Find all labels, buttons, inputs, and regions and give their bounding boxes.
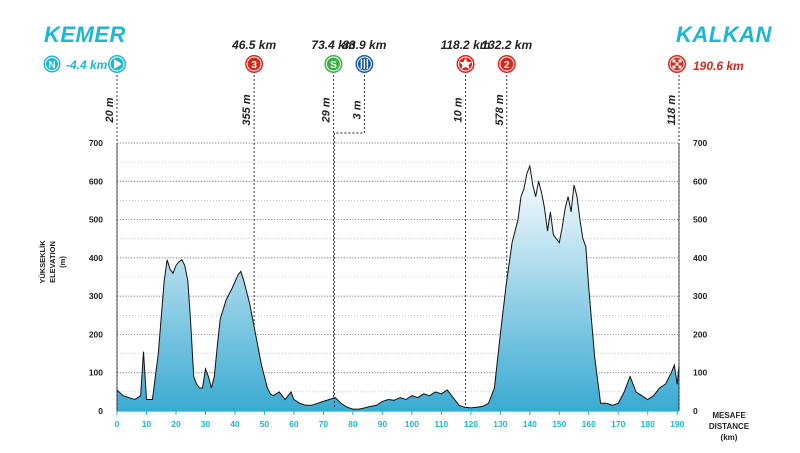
sprint-icon: [324, 55, 343, 73]
x-tick-label: 50: [260, 419, 270, 429]
y-tick-label-left: 400: [89, 253, 103, 263]
y-tick-label-right: 0: [693, 406, 698, 416]
finish-distance: 190.6 km: [693, 59, 744, 73]
y-axis-title-line1: YÜKSEKLİK: [38, 240, 47, 284]
neutral-start-icon-ring: [45, 57, 59, 71]
marker-line: [333, 75, 365, 408]
neutral-start-distance: -4.4 km: [66, 58, 108, 72]
marker-altitude: 20 m: [104, 97, 116, 123]
x-tick-label: 130: [493, 419, 507, 429]
bonus-sprint-icon-ring: [458, 56, 474, 72]
y-tick-label-left: 700: [89, 138, 103, 148]
star-glyph: [459, 58, 472, 69]
kom-cat-2-icon-ring: [499, 56, 515, 72]
x-axis-title-line3: (km): [721, 433, 738, 442]
y-tick-label-right: 600: [693, 176, 707, 186]
marker-distance: 83.9 km: [342, 38, 386, 52]
sprint-icon-ring: [325, 56, 341, 72]
x-tick-label: 30: [201, 419, 211, 429]
checker-square: [672, 65, 676, 69]
marker-altitude: 578 m: [494, 94, 506, 125]
x-tick-label: 160: [582, 419, 596, 429]
y-tick-label-left: 600: [89, 176, 103, 186]
start-city-name: KEMER: [44, 22, 126, 47]
x-tick-label: 100: [405, 419, 419, 429]
y-tick-label-left: 0: [98, 406, 103, 416]
y-tick-label-left: 200: [89, 329, 103, 339]
finish-flag-icon-ring: [669, 56, 685, 72]
marker-distance: 46.5 km: [231, 38, 276, 52]
x-tick-label: 70: [319, 419, 329, 429]
finish-info: 190.6 km: [693, 59, 744, 73]
checker-square: [675, 62, 679, 66]
x-tick-label: 60: [289, 419, 299, 429]
y-axis-title: YÜKSEKLİK ELEVATION (m): [38, 240, 67, 284]
marker-altitude: 118 m: [666, 95, 678, 126]
x-tick-label: 120: [464, 419, 478, 429]
play-glyph: [114, 59, 122, 69]
marker-altitude: 10 m: [453, 97, 465, 122]
marker-distance: 73.4 km: [311, 38, 355, 52]
cutlery-glyph: [360, 59, 369, 69]
x-tick-label: 20: [171, 419, 181, 429]
finish-city-name: KALKAN: [676, 22, 772, 47]
elevation-line: [116, 164, 680, 410]
y-tick-label-left: 500: [89, 215, 103, 225]
checker-square: [678, 59, 682, 63]
elevation-area: [116, 164, 680, 411]
x-tick-label: 150: [552, 419, 566, 429]
y-axis-title-line2: ELEVATION: [48, 241, 57, 283]
y-tick-label-left: 300: [89, 291, 103, 301]
x-tick-label: 180: [641, 419, 655, 429]
y-tick-label-right: 200: [693, 329, 707, 339]
y-tick-label-left: 100: [89, 368, 103, 378]
x-tick-label: 110: [434, 419, 448, 429]
y-axis-title-line3: (m): [58, 256, 67, 268]
x-axis-title: MESAFE DISTANCE (km): [709, 411, 750, 442]
x-tick-label: 0: [115, 419, 120, 429]
checker-square: [672, 59, 676, 63]
marker-distance: 132.2 km: [481, 38, 532, 52]
kom-cat-3-icon-ring: [246, 56, 262, 72]
elevation-fill: [117, 166, 679, 411]
kom-cat-2-icon: [497, 55, 516, 73]
x-axis-title-line1: MESAFE: [712, 411, 746, 420]
kom-cat-2-icon-label: 2: [504, 60, 510, 71]
start-info: N -4.4 km: [43, 55, 108, 73]
x-tick-label: 10: [142, 419, 152, 429]
y-tick-label-right: 100: [693, 368, 707, 378]
feed-zone-icon-ring: [356, 56, 372, 72]
sprint-icon-label: S: [330, 60, 337, 71]
x-tick-label: 80: [348, 419, 358, 429]
x-tick-label: 190: [670, 419, 684, 429]
neutral-start-icon-label: N: [48, 60, 55, 71]
axes: 0 10 20 30 40 50 60 70 80 90 100 110 120 130 140 150 160…: [89, 138, 708, 429]
x-tick-label: 40: [230, 419, 240, 429]
y-tick-label-right: 500: [693, 215, 707, 225]
marker-altitude: 355 m: [241, 94, 253, 125]
y-tick-label-right: 300: [693, 291, 707, 301]
y-tick-label-right: 400: [693, 253, 707, 263]
marker-altitude: 3 m: [351, 100, 363, 119]
checker-square: [678, 65, 682, 69]
x-tick-label: 140: [523, 419, 537, 429]
marker-distance: 118.2 km: [441, 38, 491, 52]
kom-cat-3-icon: [245, 55, 264, 73]
x-axis-title-line2: DISTANCE: [709, 422, 750, 431]
y-tick-label-right: 700: [693, 138, 707, 148]
x-tick-label: 90: [378, 419, 388, 429]
marker-altitude: 29 m: [320, 97, 332, 123]
play-start-icon-ring: [109, 56, 125, 72]
x-tick-label: 170: [611, 419, 625, 429]
kom-cat-3-icon-label: 3: [251, 60, 257, 71]
